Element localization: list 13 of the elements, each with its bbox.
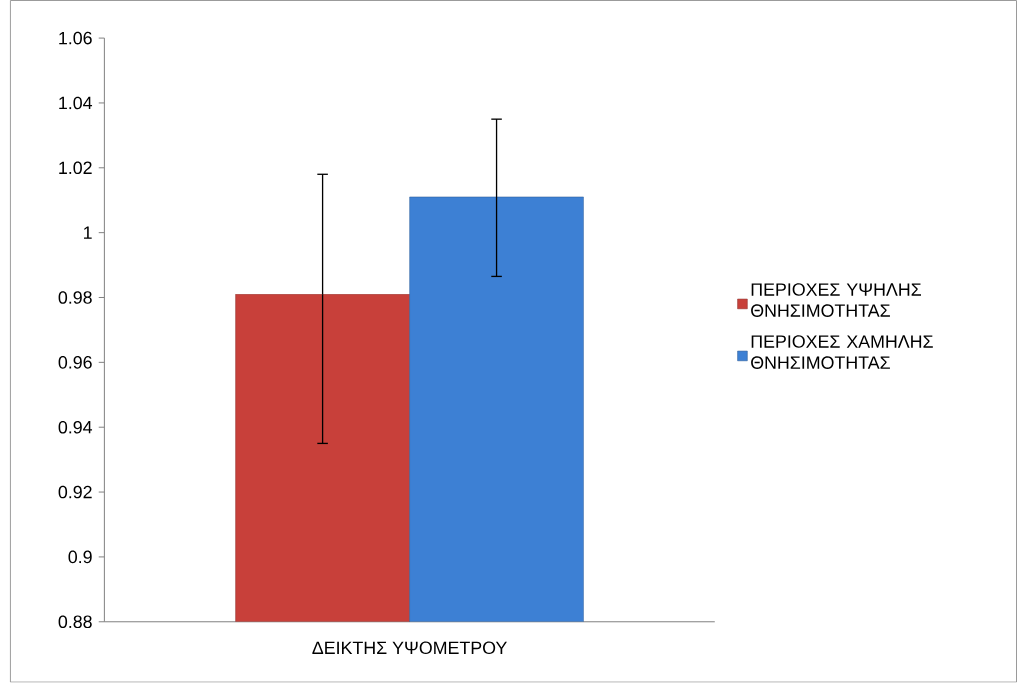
legend-label: ΠΕΡΙΟΧΕΣ ΧΑΜΗΛΗΣ ΘΝΗΣΙΜΟΤΗΤΑΣ bbox=[751, 335, 933, 370]
y-tick-label: 0.9 bbox=[68, 550, 92, 564]
legend-label: ΠΕΡΙΟΧΕΣ ΥΨΗΛΗΣ ΘΝΗΣΙΜΟΤΗΤΑΣ bbox=[751, 283, 921, 318]
y-tick-label: 0.92 bbox=[58, 485, 92, 499]
y-tick-label: 0.94 bbox=[58, 421, 93, 434]
y-tick-label: 0.96 bbox=[58, 356, 92, 369]
y-tick-label: 1.02 bbox=[59, 161, 92, 175]
y-tick-label: 1.06 bbox=[59, 31, 92, 45]
y-tick-label: 0.98 bbox=[58, 291, 92, 304]
y-tick-label: 0.88 bbox=[58, 615, 92, 629]
x-tick-label: ΔΕΙΚΤΗΣ ΥΨΟΜΕΤΡΟΥ bbox=[312, 641, 507, 655]
y-tick-label: 1.04 bbox=[59, 96, 93, 110]
y-tick-label: 1 bbox=[84, 226, 92, 239]
